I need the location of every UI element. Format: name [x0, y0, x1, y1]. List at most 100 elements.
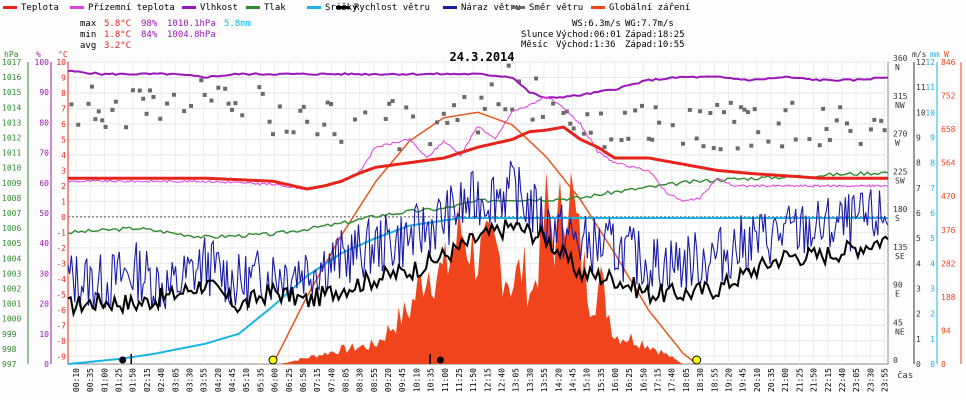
- wind-direction-point: [571, 126, 576, 131]
- ms-tick-label: 5: [916, 234, 921, 243]
- ms-tick-label: 3: [916, 285, 921, 294]
- time-tick-label: 09:45: [398, 368, 407, 392]
- wind-direction-point: [653, 105, 658, 110]
- temp-tick-label: -6: [56, 306, 66, 315]
- wind-direction-point: [503, 107, 508, 112]
- wind-direction-point: [86, 101, 91, 106]
- legend-swatch: [182, 6, 196, 9]
- wind-direction-point: [739, 105, 744, 110]
- stats-min-temp: 1.8°C: [104, 30, 131, 40]
- pct-tick-label: 40: [39, 239, 49, 248]
- dir-tick-compass: SE: [895, 252, 905, 261]
- wind-direction-point: [223, 86, 228, 91]
- time-tick-label: 18:55: [710, 368, 719, 392]
- legend-label: Rychlost větru: [354, 3, 430, 13]
- hpa-tick-label: 1015: [2, 88, 21, 97]
- mm-tick-label: 0: [930, 360, 935, 369]
- hpa-axis-unit: hPa: [4, 50, 19, 59]
- time-tick-label: 13:30: [526, 368, 535, 392]
- ms-tick-label: 6: [916, 209, 921, 218]
- wind-direction-point: [609, 137, 614, 142]
- mm-axis-unit: mm: [930, 50, 940, 59]
- pct-tick-label: 60: [39, 179, 49, 188]
- wind-direction-point: [325, 100, 330, 105]
- wind-direction-point: [858, 141, 863, 146]
- hpa-tick-label: 1002: [2, 285, 21, 294]
- wind-direction-point: [462, 95, 467, 100]
- wind-direction-point: [93, 117, 98, 122]
- wind-direction-point: [137, 88, 142, 93]
- wind-direction-point: [271, 132, 275, 137]
- time-tick-label: 13:05: [512, 368, 521, 392]
- hpa-tick-label: 1003: [2, 269, 21, 278]
- pct-tick-label: 30: [39, 269, 49, 278]
- wind-direction-point: [749, 143, 754, 148]
- moonrise-time: Východ:1:36: [556, 40, 616, 50]
- wind-direction-point: [735, 146, 740, 151]
- ms-axis-unit: m/s: [912, 50, 927, 59]
- w-tick-label: 0: [941, 360, 946, 369]
- temp-tick-label: 1: [61, 197, 66, 206]
- ms-tick-label: 7: [916, 184, 921, 193]
- w-tick-label: 846: [941, 58, 956, 67]
- sun-moon-info: WS:6.3m/s WG:7.7m/s Slunce Východ:06:01 …: [521, 19, 685, 50]
- ms-tick-label: 12: [916, 58, 926, 67]
- mm-tick-label: 10: [925, 108, 935, 117]
- legend-swatch: [511, 6, 525, 9]
- wind-direction-point: [698, 109, 703, 114]
- time-tick-label: 16:00: [611, 368, 620, 392]
- legend-swatch: [591, 6, 605, 9]
- wind-direction-point: [151, 94, 156, 99]
- temp-tick-label: 2: [61, 182, 66, 191]
- wind-direction-point: [711, 146, 716, 151]
- time-tick-label: 00:10: [72, 368, 81, 392]
- time-tick-label: 11:50: [469, 368, 478, 392]
- legend-label: Teplota: [21, 3, 59, 13]
- time-tick-label: 05:10: [242, 368, 251, 392]
- stats-max-temp: 5.8°C: [104, 19, 131, 29]
- dir-tick-degrees: 315: [893, 92, 908, 101]
- wind-direction-point: [581, 131, 586, 136]
- wind-direction-point: [626, 136, 631, 141]
- wind-direction-point: [158, 116, 163, 121]
- dir-tick-degrees: 180: [893, 205, 908, 214]
- w-tick-label: 658: [941, 125, 956, 134]
- wind-direction-point: [144, 111, 149, 116]
- dir-tick-degrees: 270: [893, 130, 908, 139]
- mm-tick-label: 12: [925, 58, 935, 67]
- legend-label: Přízemní teplota: [88, 3, 175, 13]
- time-tick-label: 06:00: [271, 368, 280, 392]
- wind-direction-point: [383, 116, 388, 121]
- sun-label: Slunce: [521, 30, 554, 40]
- wind-direction-point: [240, 113, 245, 118]
- wind-direction-point: [209, 98, 214, 103]
- wind-direction-point: [728, 100, 733, 105]
- wind-direction-point: [561, 110, 566, 115]
- wind-direction-point: [872, 117, 877, 122]
- ms-tick-label: 2: [916, 310, 921, 319]
- wind-direction-point: [766, 139, 771, 144]
- dir-tick-degrees: 45: [893, 318, 903, 327]
- wind-speed-line: [67, 219, 889, 318]
- wind-direction-point: [233, 101, 238, 106]
- wind-direction-point: [226, 101, 231, 106]
- mm-tick-label: 8: [930, 159, 935, 168]
- time-tick-label: 08:30: [356, 368, 365, 392]
- wind-direction-point: [821, 106, 826, 111]
- w-tick-label: 282: [941, 259, 956, 268]
- time-tick-label: 15:35: [597, 368, 606, 392]
- time-tick-label: 06:50: [299, 368, 308, 392]
- w-tick-label: 188: [941, 293, 956, 302]
- wind-direction-point: [479, 95, 484, 100]
- time-tick-label: 23:30: [866, 368, 875, 392]
- wind-direction-point: [124, 125, 129, 130]
- wind-direction-point: [482, 106, 487, 111]
- dir-tick-compass: NE: [895, 327, 905, 336]
- stats-box: max 5.8°C 98% 1010.1hPa 5.8mm min 1.8°C …: [80, 19, 251, 51]
- temp-tick-label: -9: [56, 352, 66, 361]
- wind-direction-point: [622, 110, 627, 115]
- temp-tick-label: 4: [61, 151, 66, 160]
- time-tick-label: 04:20: [214, 368, 223, 392]
- mm-tick-label: 5: [930, 234, 935, 243]
- wind-direction-point: [783, 108, 788, 113]
